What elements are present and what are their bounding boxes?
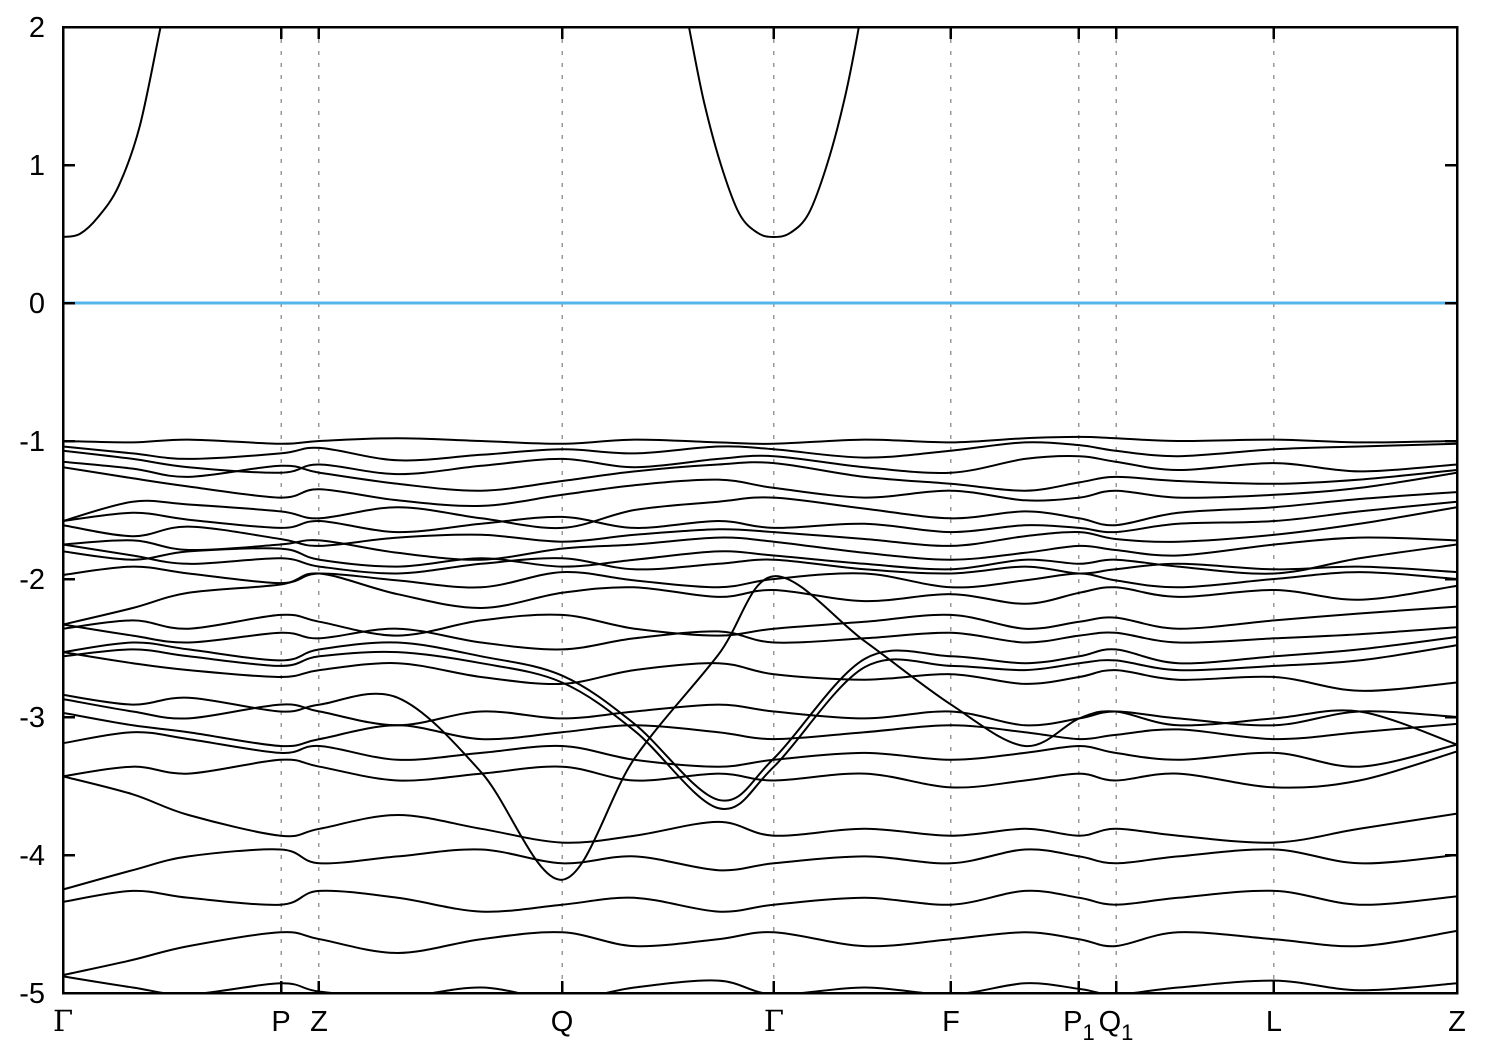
y-tick-label-1: 1 (29, 150, 45, 182)
band-line-valence-8 (63, 506, 1457, 547)
x-tick-label-gamma-2: Γ (764, 1004, 784, 1038)
band-line-valence-9 (63, 536, 1457, 561)
y-tick-label--5: -5 (19, 978, 45, 1010)
x-tick-label-q1: Q1 (1099, 1006, 1134, 1045)
y-tick-label--4: -4 (19, 840, 45, 872)
plot-border (61, 25, 1459, 995)
y-tick-label--2: -2 (19, 564, 45, 596)
x-tick-label-p: P (271, 1006, 290, 1038)
y-tick-label-2: 2 (29, 12, 45, 44)
band-line-valence-1 (63, 435, 1457, 445)
x-tick-label-z: Z (1448, 1006, 1466, 1038)
band-line-valence-18 (63, 575, 1457, 881)
x-tick-label-f: F (942, 1006, 960, 1038)
x-axis-labels: Γ P Z Q Γ F P1 Q1 L Z (53, 1004, 1466, 1045)
band-line-valence-22 (63, 750, 1457, 789)
band-line-valence-21 (63, 731, 1457, 768)
band-line-valence-5 (63, 466, 1457, 508)
band-line-valence-19 (63, 698, 1457, 727)
band-line-valence-7 (63, 500, 1457, 534)
band-line-valence-16 (63, 644, 1457, 811)
band-line-valence-24 (63, 848, 1457, 891)
band-line-valence-27 (63, 975, 1457, 993)
band-line-valence-25 (63, 889, 1457, 913)
x-tick-label-p1: P1 (1063, 1006, 1095, 1045)
x-tick-label-z: Z (310, 1006, 328, 1038)
y-axis-labels: 2 1 0 -1 -2 -3 -4 -5 (19, 12, 45, 1010)
band-line-valence-14 (63, 623, 1457, 651)
band-line-valence-10 (63, 543, 1457, 575)
band-line-conduction-at-second-gamma (687, 27, 860, 238)
band-line-valence-28 (63, 543, 1457, 575)
band-line-valence-17 (63, 651, 1457, 692)
band-line-valence-26 (63, 929, 1457, 977)
band-line-valence-3 (63, 449, 1457, 476)
band-line-valence-6 (63, 491, 1457, 530)
x-tick-label-l: L (1266, 1006, 1282, 1038)
y-tick-label--3: -3 (19, 702, 45, 734)
band-line-valence-15 (63, 636, 1457, 802)
band-line-valence-20 (63, 711, 1457, 748)
band-line-valence-2 (63, 441, 1457, 462)
bands (63, 27, 1457, 993)
y-tick-label--1: -1 (19, 426, 45, 458)
band-line-valence-4 (63, 460, 1457, 492)
band-line-valence-12 (63, 572, 1457, 626)
band-line-valence-23 (63, 775, 1457, 844)
axis-ticks (61, 25, 1459, 995)
gridlines (280, 27, 1275, 993)
y-tick-label-0: 0 (29, 288, 45, 320)
x-tick-label-q: Q (551, 1006, 574, 1038)
band-line-conduction-at-first-gamma (63, 27, 162, 238)
band-line-valence-13 (63, 605, 1457, 637)
x-tick-label-gamma: Γ (53, 1004, 73, 1038)
